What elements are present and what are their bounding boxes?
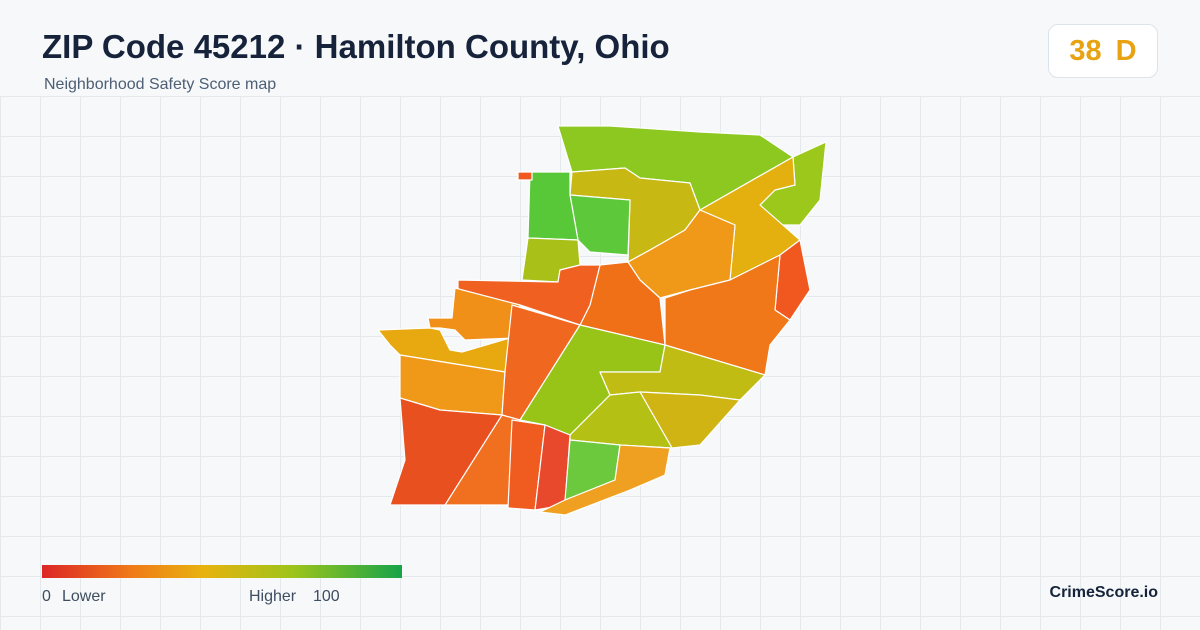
score-card: 38 D (1048, 24, 1158, 78)
area (377, 327, 511, 373)
brand: CrimeScore.io (1049, 584, 1158, 601)
legend-gradient (42, 565, 402, 578)
area (527, 171, 579, 241)
subtitle: Neighborhood Safety Score map (44, 76, 277, 93)
title: ZIP Code 45212 · Hamilton County, Ohio (42, 28, 670, 65)
legend-max-label: Higher (249, 588, 297, 605)
score-grade: D (1115, 34, 1137, 67)
legend-max: 100 (313, 588, 340, 605)
legend-min: 0 (42, 588, 51, 605)
area (539, 444, 671, 516)
area (517, 171, 533, 181)
score-value: 38 (1069, 34, 1102, 67)
legend-min-label: Lower (62, 588, 106, 605)
